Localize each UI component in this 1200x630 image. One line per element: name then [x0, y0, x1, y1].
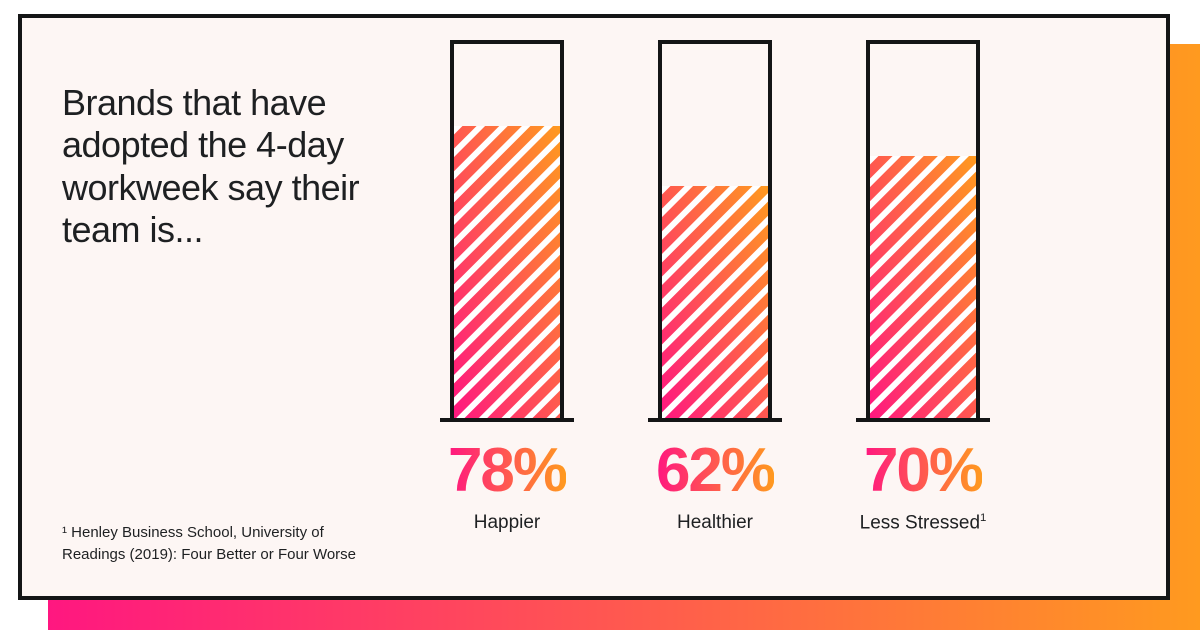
bar-label: Healthier [677, 512, 753, 534]
bar-percentage: 70% [864, 440, 982, 502]
bar-column: 70% Less Stressed1 [856, 40, 990, 534]
bar-baseline [856, 40, 990, 422]
bar-chart: 78% Happier 62% Healthier 70% Less Stressed1 [440, 40, 990, 534]
bar-baseline [440, 40, 574, 422]
headline-text: Brands that have adopted the 4-day workw… [62, 82, 392, 252]
bar-fill [870, 156, 976, 418]
bar-baseline [648, 40, 782, 422]
bar-label: Less Stressed1 [860, 512, 987, 534]
content-card: Brands that have adopted the 4-day workw… [18, 14, 1170, 600]
bar-column: 78% Happier [440, 40, 574, 534]
footnote-text: ¹ Henley Business School, University of … [62, 522, 372, 566]
bar-tube [866, 40, 980, 418]
bar-fill [454, 126, 560, 418]
bar-percentage: 62% [656, 440, 774, 502]
bar-percentage: 78% [448, 440, 566, 502]
bar-tube [658, 40, 772, 418]
bar-column: 62% Healthier [648, 40, 782, 534]
infographic-stage: Brands that have adopted the 4-day workw… [0, 0, 1200, 630]
bar-fill [662, 186, 768, 418]
bar-label: Happier [474, 512, 541, 534]
bar-tube [450, 40, 564, 418]
